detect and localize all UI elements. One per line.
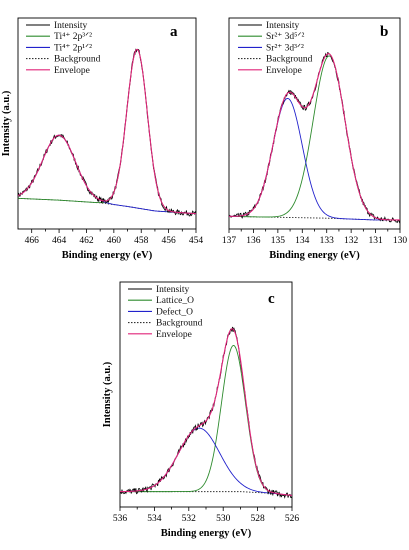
legend-label: Envelope — [266, 66, 302, 76]
plot-frame — [119, 281, 293, 508]
x-tick-label: 536 — [113, 514, 128, 524]
y-axis-label: Intensity (a.u.) — [102, 361, 113, 427]
legend-label: Intensity — [156, 285, 189, 295]
x-tick-label: 530 — [216, 514, 231, 524]
panel-label: b — [380, 24, 388, 40]
x-tick-label: 135 — [271, 236, 286, 246]
component-peak-1 — [18, 48, 196, 215]
intensity-line — [120, 326, 292, 499]
legend-label: Sr²⁺ 3d⁵ᐟ² — [266, 31, 305, 42]
x-tick-label: 454 — [189, 236, 204, 246]
component-peak-2 — [229, 97, 400, 221]
legend-label: Envelope — [54, 66, 90, 76]
intensity-line — [18, 48, 196, 217]
panel-a: 466 464 462 460 458 456 454 Binding energy (eV)… — [1, 17, 204, 261]
x-tick-label: 528 — [250, 514, 265, 524]
curves — [18, 48, 196, 217]
legend-label: Intensity — [54, 21, 87, 31]
plot-frame — [228, 17, 401, 230]
legend-label: Lattice_O — [156, 296, 194, 306]
x-tick-label: 460 — [107, 236, 122, 246]
x-tick-label: 132 — [344, 236, 359, 246]
x-tick-label: 133 — [320, 236, 335, 246]
envelope-line — [229, 53, 400, 221]
envelope-line — [120, 328, 292, 497]
panel-label: a — [170, 24, 178, 40]
x-tick-label: 458 — [134, 236, 149, 246]
legend-label: Ti⁴⁺ 2p¹ᐟ² — [54, 42, 92, 53]
x-tick-label: 131 — [368, 236, 383, 246]
legend-label: Background — [266, 55, 313, 65]
x-tick-label: 532 — [182, 514, 197, 524]
envelope-line — [18, 48, 196, 215]
legend-label: Defect_O — [156, 306, 193, 317]
legend-label: Ti⁴⁺ 2p³ᐟ² — [54, 31, 92, 42]
x-axis-label: Binding energy (eV) — [62, 250, 153, 261]
x-tick-label: 534 — [147, 514, 162, 524]
x-tick-label: 466 — [25, 236, 40, 246]
x-tick-label: 464 — [52, 236, 67, 246]
x-tick-label: 456 — [161, 236, 176, 246]
plot-frame — [17, 17, 197, 230]
y-axis-label: Intensity (a.u.) — [1, 90, 12, 156]
x-tick-label: 137 — [222, 236, 237, 246]
panel-c: 536 534 532 530 528 526 Binding energy (eV) Int… — [102, 281, 300, 539]
background-line — [120, 491, 292, 496]
legend-label: Background — [156, 319, 203, 329]
x-tick-label: 462 — [79, 236, 94, 246]
legend-label: Intensity — [266, 21, 299, 31]
panel-label: c — [268, 291, 275, 307]
x-axis-label: Binding energy (eV) — [269, 250, 360, 261]
legend-label: Envelope — [156, 330, 192, 340]
legend-label: Background — [54, 55, 101, 65]
x-tick-label: 136 — [246, 236, 261, 246]
component-peak-2 — [120, 427, 292, 496]
x-tick-label: 526 — [285, 514, 300, 524]
panel-b: 137 136 135 134 133 132 131 130 Binding energy (… — [222, 17, 408, 261]
x-tick-label: 134 — [295, 236, 310, 246]
x-axis-label: Binding energy (eV) — [161, 528, 252, 539]
legend-label: Sr²⁺ 3d³ᐟ² — [266, 42, 304, 53]
curves — [229, 51, 400, 224]
curves — [120, 326, 292, 499]
x-tick-label: 130 — [393, 236, 408, 246]
